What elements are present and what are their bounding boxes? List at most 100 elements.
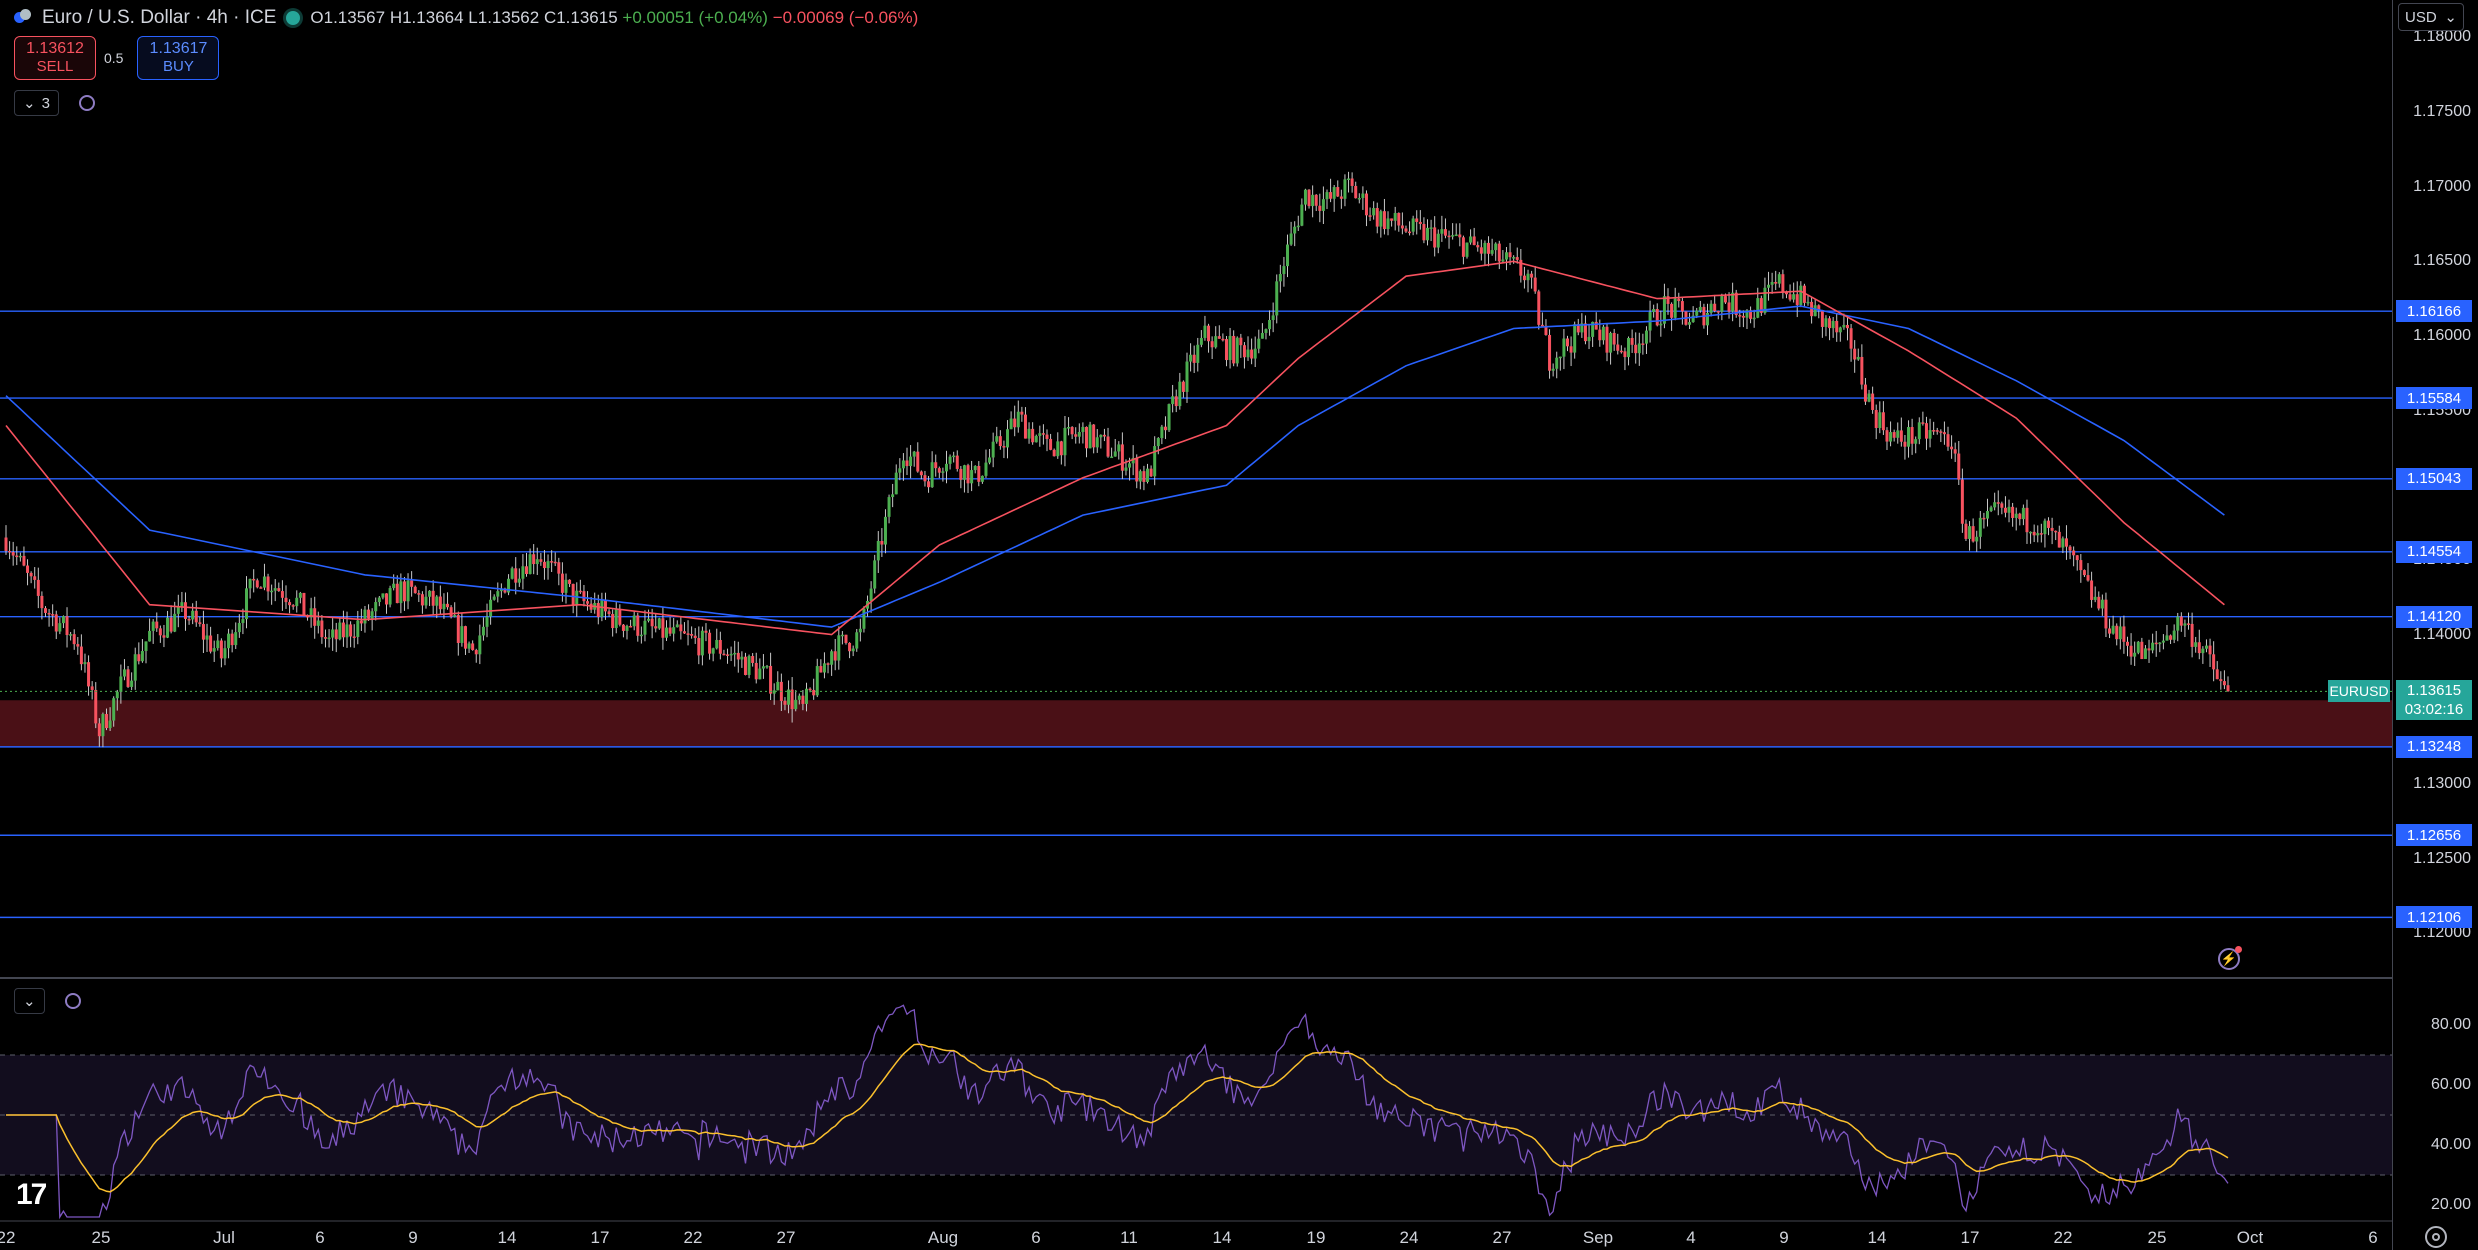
candle-body xyxy=(571,583,575,606)
sync-icon[interactable] xyxy=(78,95,95,111)
candle-body xyxy=(546,561,550,569)
candle-body xyxy=(2133,652,2137,657)
candle-body xyxy=(58,623,62,632)
candle-body xyxy=(1400,225,1404,229)
chevron-down-icon: ⌄ xyxy=(2444,9,2457,26)
candle-body xyxy=(973,465,977,471)
change-value-2: −0.00069 (−0.06%) xyxy=(772,8,919,27)
current-price-label: 1.13615 03:02:16 xyxy=(2396,680,2472,721)
candle-body xyxy=(690,634,694,636)
candle-body xyxy=(1067,427,1071,429)
candle-body xyxy=(1447,235,1451,238)
candle-body xyxy=(761,666,765,669)
candle-body xyxy=(2097,596,2101,609)
candle-body xyxy=(320,620,324,638)
candle-body xyxy=(1917,422,1921,440)
market-open-icon xyxy=(286,11,301,25)
candle-body xyxy=(1002,446,1006,448)
candle-body xyxy=(1691,315,1695,323)
candle-body xyxy=(1968,526,1972,539)
candle-body xyxy=(496,591,500,597)
candle-body xyxy=(991,441,995,458)
candle-body xyxy=(625,625,629,631)
flash-icon[interactable]: ⚡ xyxy=(2218,946,2242,970)
candle-body xyxy=(2215,669,2219,680)
time-tick-label: Sep xyxy=(1582,1228,1614,1247)
candle-body xyxy=(345,624,349,638)
candle-body xyxy=(815,666,819,696)
candle-body xyxy=(2075,555,2079,561)
candle-body xyxy=(1871,393,1875,410)
candle-body xyxy=(726,654,730,656)
time-tick-label: 14 xyxy=(497,1228,517,1247)
candle-body xyxy=(2111,625,2115,634)
candle-body xyxy=(162,635,166,638)
candle-body xyxy=(1074,434,1078,437)
candle-body xyxy=(209,635,213,652)
candle-body xyxy=(1275,281,1279,316)
candle-body xyxy=(1896,430,1900,438)
candle-body xyxy=(787,689,791,705)
time-tick-label: 14 xyxy=(1867,1228,1887,1247)
candle-body xyxy=(596,602,600,617)
candle-body xyxy=(1167,404,1171,431)
candle-body xyxy=(201,624,205,640)
candle-body xyxy=(4,537,8,551)
candle-body xyxy=(1242,345,1246,358)
settings-gear-icon[interactable] xyxy=(2425,1226,2447,1248)
candle-body xyxy=(1443,229,1447,236)
price-tick-label: 1.16000 xyxy=(2413,326,2471,344)
candle-body xyxy=(298,592,302,598)
candle-body xyxy=(708,632,712,654)
candle-body xyxy=(1268,320,1272,330)
change-value: +0.00051 (+0.04%) xyxy=(622,8,768,27)
candle-body xyxy=(966,465,970,484)
candle-body xyxy=(1146,468,1150,482)
candle-body xyxy=(1300,204,1304,226)
indicators-collapse-button[interactable]: ⌄ 3 xyxy=(14,90,59,116)
high-value: H1.13664 xyxy=(389,8,464,27)
candle-body xyxy=(733,652,737,655)
rsi-sync-icon[interactable] xyxy=(64,993,81,1009)
candle-body xyxy=(1217,336,1221,339)
candle-body xyxy=(306,615,310,618)
candle-body xyxy=(2136,641,2140,653)
rsi-collapse-button[interactable]: ⌄ xyxy=(14,988,45,1014)
buy-button[interactable]: 1.13617 BUY xyxy=(137,36,220,80)
candle-body xyxy=(40,595,44,609)
currency-selector[interactable]: USD ⌄ xyxy=(2398,3,2464,31)
sell-button[interactable]: 1.13612 SELL xyxy=(14,36,96,80)
candle-body xyxy=(503,588,507,593)
candle-body xyxy=(1960,479,1964,524)
candle-body xyxy=(1907,427,1911,447)
candle-body xyxy=(568,579,572,584)
candle-body xyxy=(1921,422,1925,424)
candle-body xyxy=(1081,426,1085,432)
candle-body xyxy=(2179,616,2183,626)
candle-body xyxy=(288,602,292,606)
candle-body xyxy=(2226,685,2230,692)
symbol-title[interactable]: Euro / U.S. Dollar · 4h · ICE xyxy=(42,7,277,28)
candle-body xyxy=(1120,444,1124,471)
candle-body xyxy=(262,576,266,588)
candle-body xyxy=(851,648,855,652)
candle-body xyxy=(2176,616,2180,631)
candle-body xyxy=(1282,266,1286,275)
candle-body xyxy=(2115,625,2119,640)
candle-body xyxy=(392,583,396,589)
candle-body xyxy=(359,620,363,624)
candle-body xyxy=(2021,507,2025,520)
candle-body xyxy=(1357,197,1361,200)
candle-body xyxy=(1828,318,1832,329)
candle-body xyxy=(1519,259,1523,276)
candle-body xyxy=(1013,418,1017,428)
price-tick-label: 1.17500 xyxy=(2413,102,2471,120)
candle-body xyxy=(1838,327,1842,333)
candle-body xyxy=(1777,274,1781,284)
candle-body xyxy=(2047,520,2051,528)
candle-body xyxy=(87,662,91,687)
candle-body xyxy=(1806,301,1810,304)
candle-body xyxy=(855,632,859,649)
tradingview-logo[interactable]: 17 xyxy=(16,1178,47,1211)
